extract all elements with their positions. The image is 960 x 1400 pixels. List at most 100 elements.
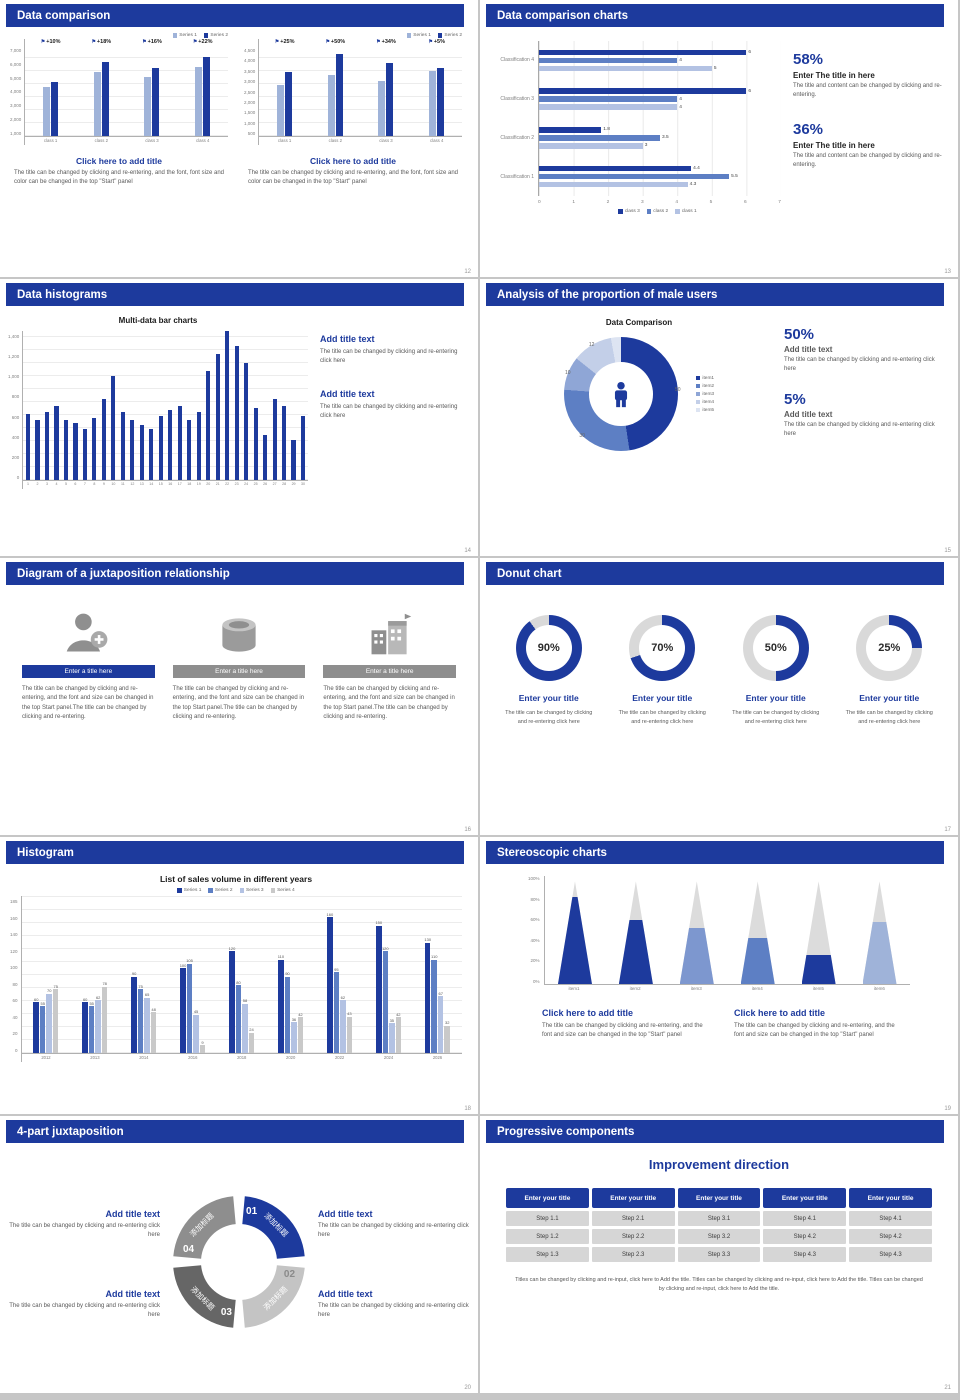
- step-cell[interactable]: Step 2.2: [591, 1229, 675, 1244]
- bar: [437, 68, 445, 136]
- slide-13-data-comparison-charts[interactable]: Data comparison charts Classification 4 6…: [480, 0, 958, 277]
- bar-value: 55: [40, 1000, 45, 1006]
- slide-title: Diagram of a juxtaposition relationship: [17, 567, 230, 580]
- page-number: 21: [944, 1385, 951, 1391]
- step-cell[interactable]: Step 4.3: [763, 1247, 847, 1262]
- legend-label: Series 1: [183, 888, 202, 893]
- grouped-bar-chart: 4,500 4,000 3,500 3,000 2,500 2,000 1,500 1,000…: [244, 39, 463, 145]
- legend-label: item2: [702, 383, 715, 389]
- chart-panel-left: Series 1 Series 2 7,000 6,000 5,000 4,000 3,…: [10, 33, 229, 188]
- step-cell[interactable]: Step 4.2: [763, 1229, 847, 1244]
- bar: [281, 405, 287, 480]
- slide-content: Classification 4 6 4 5 Classification 3 6 4 4 Cl…: [480, 27, 958, 214]
- text-block: Click here to add title The title can be…: [734, 1008, 896, 1041]
- text-block: Click here to add title The title can be…: [542, 1008, 704, 1041]
- add-title-placeholder[interactable]: Click here to add title: [734, 1008, 826, 1018]
- slide-14-data-histograms[interactable]: Data histograms Multi-data bar charts 1,…: [0, 279, 478, 556]
- donut-gauge: 90%: [498, 615, 600, 681]
- slide-20-four-part-juxtaposition[interactable]: 4-part juxtaposition 添加标题 01 添加标题 02 添加标题 03 添…: [0, 1116, 478, 1393]
- bar: 65: [144, 992, 150, 1053]
- stat-title[interactable]: Add title text: [784, 345, 833, 354]
- bar-value: 130: [424, 937, 432, 943]
- title-button[interactable]: Enter your title: [591, 1188, 675, 1208]
- stat-body: The title and content can be changed by …: [793, 83, 942, 99]
- add-title-placeholder[interactable]: Add title text: [105, 1289, 160, 1299]
- step-cell[interactable]: Step 1.3: [506, 1247, 589, 1262]
- add-title-placeholder[interactable]: Click here to add title: [76, 156, 162, 166]
- stat-title[interactable]: Add title text: [784, 409, 833, 419]
- donut-hole: [588, 362, 653, 426]
- bar-line: 5.5: [539, 173, 781, 180]
- bars: [212, 331, 223, 481]
- step-cell[interactable]: Step 1.1: [506, 1211, 589, 1226]
- text-block: Add title text The title can be changed …: [8, 1209, 160, 1241]
- bars: [156, 331, 166, 481]
- step-cell[interactable]: Step 2.3: [591, 1247, 675, 1262]
- placeholder-body-text: The title can be changed by clicking and…: [248, 170, 458, 186]
- step-cell[interactable]: Step 4.1: [849, 1211, 932, 1226]
- slide-21-progressive-components[interactable]: Progressive components Improvement direc…: [480, 1116, 958, 1393]
- step-cell[interactable]: Step 4.2: [849, 1229, 932, 1244]
- bar-group: 8: [89, 331, 100, 489]
- slide-15-male-users-proportion[interactable]: Analysis of the proportion of male users…: [480, 279, 958, 556]
- x-tick-label: 4: [675, 200, 678, 205]
- step-cell[interactable]: Step 3.3: [677, 1247, 761, 1262]
- page-number: 20: [464, 1385, 471, 1391]
- stat-body: The title can be changed by clicking and…: [784, 421, 935, 437]
- slide-18-histogram[interactable]: Histogram List of sales volume in differ…: [0, 837, 478, 1114]
- bar-group: +34% class 3: [360, 39, 412, 145]
- x-tick-label: item2: [629, 986, 641, 991]
- slide-title-bar: Analysis of the proportion of male users: [486, 283, 944, 306]
- add-title-placeholder[interactable]: Enter your title: [518, 693, 579, 703]
- bar-value: 110: [277, 954, 285, 960]
- step-cell[interactable]: Step 1.2: [506, 1229, 589, 1244]
- title-button[interactable]: Enter your title: [677, 1188, 761, 1208]
- add-title-placeholder[interactable]: Enter your title: [745, 693, 806, 703]
- add-title-placeholder[interactable]: Enter your title: [859, 693, 920, 703]
- bar-value: 65: [144, 992, 150, 998]
- slide-16-juxtaposition-diagram[interactable]: Diagram of a juxtaposition relationship …: [0, 558, 478, 835]
- step-cell[interactable]: Step 3.2: [677, 1229, 761, 1244]
- page-number: 15: [944, 548, 951, 554]
- bar-value: 100: [179, 962, 187, 968]
- step-cell[interactable]: Step 3.1: [677, 1211, 761, 1226]
- add-title-placeholder[interactable]: Add title text: [105, 1209, 160, 1219]
- legend-swatch: [203, 33, 209, 38]
- cone: [557, 881, 592, 984]
- title-button[interactable]: Enter your title: [849, 1188, 932, 1208]
- stat-body: The title and content can be changed by …: [793, 152, 942, 168]
- add-title-placeholder[interactable]: Click here to add title: [310, 156, 396, 166]
- title-placeholder-bar[interactable]: Enter a title here: [323, 665, 457, 678]
- title-button[interactable]: Enter your title: [763, 1188, 847, 1208]
- legend-swatch: [208, 888, 213, 893]
- slide-17-donut-chart[interactable]: Donut chart 90% Enter your title The tit…: [480, 558, 958, 835]
- add-title-placeholder[interactable]: Add title text: [320, 388, 375, 399]
- step-cell[interactable]: Step 4.1: [763, 1211, 847, 1226]
- add-title-placeholder[interactable]: Add title text: [318, 1289, 373, 1299]
- title-placeholder-bar[interactable]: Enter a title here: [22, 665, 155, 678]
- stat-title[interactable]: Enter The title in here: [793, 140, 875, 150]
- slide-title: Data comparison: [17, 9, 111, 22]
- text-block: Add title text The title can be changed …: [318, 1289, 470, 1321]
- step-cell[interactable]: Step 2.1: [591, 1211, 675, 1226]
- add-title-placeholder[interactable]: Enter your title: [632, 693, 693, 703]
- title-placeholder-bar[interactable]: Enter a title here: [172, 665, 306, 678]
- add-title-placeholder[interactable]: Add title text: [318, 1209, 373, 1219]
- slide-19-stereoscopic-charts[interactable]: Stereoscopic charts 100% 80% 60% 40% 20% 0% it…: [480, 837, 958, 1114]
- gauge-value: 90%: [537, 642, 560, 654]
- legend-item: Series 1: [172, 33, 197, 38]
- bars: [298, 331, 308, 481]
- add-title-placeholder[interactable]: Click here to add title: [542, 1008, 634, 1018]
- slide-title-bar: Data histograms: [6, 283, 464, 306]
- add-title-placeholder[interactable]: Add title text: [320, 334, 375, 344]
- title-button[interactable]: Enter your title: [506, 1188, 589, 1208]
- bar-value: 90: [131, 971, 137, 977]
- x-tick-label: item6: [873, 986, 885, 991]
- bar-value: 120: [381, 945, 389, 951]
- step-cell[interactable]: Step 4.3: [849, 1247, 932, 1262]
- y-tick-label: 60: [12, 998, 18, 1004]
- slide-12-data-comparison[interactable]: Data comparison Series 1 Series 2 7,000 6…: [0, 0, 478, 277]
- stat-title[interactable]: Enter The title in here: [793, 71, 875, 80]
- x-tick-label: 1: [27, 482, 29, 486]
- x-tick-label: 9: [102, 482, 105, 486]
